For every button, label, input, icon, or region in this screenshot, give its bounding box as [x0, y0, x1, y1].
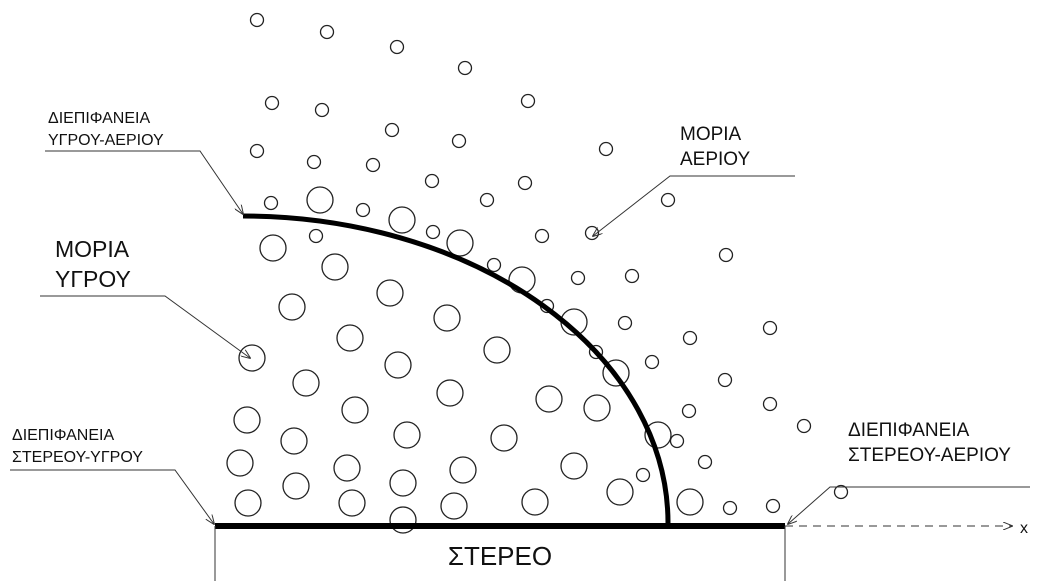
molecule — [390, 470, 416, 496]
molecule — [307, 187, 333, 213]
molecule — [283, 473, 309, 499]
label: ΣΤΕΡΕΟΥ-ΑΕΡΙΟΥ — [848, 445, 1011, 466]
molecule — [607, 479, 633, 505]
leader — [10, 470, 214, 524]
molecule — [322, 254, 348, 280]
molecule — [724, 502, 737, 515]
molecule — [646, 356, 659, 369]
molecule — [316, 104, 329, 117]
molecule — [519, 177, 532, 190]
molecule — [522, 95, 535, 108]
molecules — [227, 14, 848, 534]
label: ΔΙΕΠΙΦΑΝΕΙΑ — [48, 110, 150, 127]
molecule — [684, 332, 697, 345]
molecule — [227, 450, 253, 476]
molecule — [389, 207, 415, 233]
molecule — [385, 352, 411, 378]
leader — [593, 176, 795, 236]
molecule — [600, 143, 613, 156]
label: ΥΓΡΟΥ — [55, 266, 131, 292]
label: ΥΓΡΟΥ-ΑΕΡΙΟΥ — [48, 132, 164, 149]
molecule — [626, 270, 639, 283]
molecule — [386, 124, 399, 137]
molecule — [764, 322, 777, 335]
solid-label: ΣΤΕΡΕΟ — [448, 541, 552, 571]
molecule — [481, 194, 494, 207]
molecule — [293, 370, 319, 396]
molecule — [239, 345, 265, 371]
label: ΑΕΡΙΟΥ — [680, 149, 750, 170]
molecule — [377, 280, 403, 306]
label: ΜΟΡΙΑ — [55, 236, 130, 262]
molecule — [536, 230, 549, 243]
molecule — [536, 386, 562, 412]
molecule — [720, 249, 733, 262]
molecule — [699, 456, 712, 469]
molecule — [671, 435, 684, 448]
molecule — [522, 489, 548, 515]
molecule — [265, 197, 278, 210]
molecule — [251, 145, 264, 158]
molecule — [484, 337, 510, 363]
label: ΣΤΕΡΕΟΥ-ΥΓΡΟΥ — [12, 449, 143, 466]
molecule — [260, 235, 286, 261]
molecule — [434, 305, 460, 331]
molecule — [394, 422, 420, 448]
molecule — [447, 230, 473, 256]
molecule — [266, 97, 279, 110]
label: ΔΙΕΠΙΦΑΝΕΙΑ — [848, 420, 970, 441]
leader — [40, 296, 250, 358]
molecule — [427, 226, 440, 239]
molecule — [281, 428, 307, 454]
molecule — [308, 156, 321, 169]
molecule — [390, 507, 416, 533]
molecule — [337, 325, 363, 351]
molecule — [235, 490, 261, 516]
molecule — [367, 159, 380, 172]
molecule — [584, 395, 610, 421]
leader — [788, 487, 1030, 524]
molecule — [441, 493, 467, 519]
molecule — [234, 407, 260, 433]
label: ΔΙΕΠΙΦΑΝΕΙΑ — [12, 427, 114, 444]
molecule — [437, 380, 463, 406]
molecule — [450, 457, 476, 483]
molecule — [334, 455, 360, 481]
molecule — [357, 204, 370, 217]
molecule — [453, 135, 466, 148]
molecule — [391, 41, 404, 54]
molecule — [251, 14, 264, 27]
molecule — [764, 398, 777, 411]
molecule — [488, 259, 501, 272]
molecule — [279, 294, 305, 320]
molecule — [572, 272, 585, 285]
molecule — [310, 230, 323, 243]
molecule — [342, 397, 368, 423]
molecule — [561, 453, 587, 479]
molecule — [719, 374, 732, 387]
molecule — [683, 405, 696, 418]
axis-label: x — [1020, 520, 1028, 537]
leader — [45, 151, 243, 214]
diagram: x ΣΤΕΡΕΟ ΔΙΕΠΙΦΑΝΕΙΑ ΥΓΡΟΥ-ΑΕΡΙΟΥ ΜΟΡΙΑ … — [0, 0, 1053, 581]
label: ΜΟΡΙΑ — [680, 124, 742, 145]
molecule — [619, 317, 632, 330]
molecule — [767, 500, 780, 513]
molecule — [798, 420, 811, 433]
molecule — [662, 194, 675, 207]
molecule — [637, 469, 650, 482]
molecule — [339, 490, 365, 516]
molecule — [491, 425, 517, 451]
molecule — [321, 26, 334, 39]
molecule — [677, 489, 703, 515]
molecule — [426, 175, 439, 188]
molecule — [459, 62, 472, 75]
